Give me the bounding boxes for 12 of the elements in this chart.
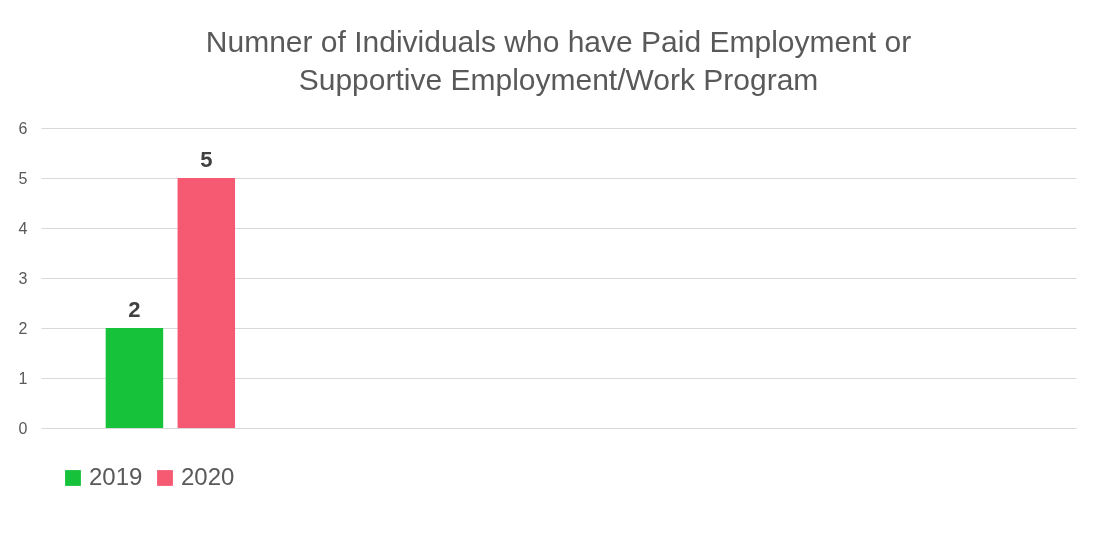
y-tick-label: 3: [18, 269, 28, 287]
y-tick-label: 1: [18, 369, 28, 387]
legend-label: 2019: [89, 463, 143, 490]
y-tick-label: 4: [18, 219, 28, 237]
data-label: 2: [128, 297, 141, 322]
y-tick-label: 0: [18, 419, 28, 437]
y-tick-label: 6: [18, 119, 28, 137]
legend-label: 2020: [181, 463, 235, 490]
y-tick-label: 2: [18, 319, 28, 337]
chart-title: Numner of Individuals who have Paid Employment or Supportive Employment/Work Program: [205, 25, 912, 96]
y-tick-label: 5: [18, 169, 28, 187]
data-label: 5: [200, 147, 213, 172]
